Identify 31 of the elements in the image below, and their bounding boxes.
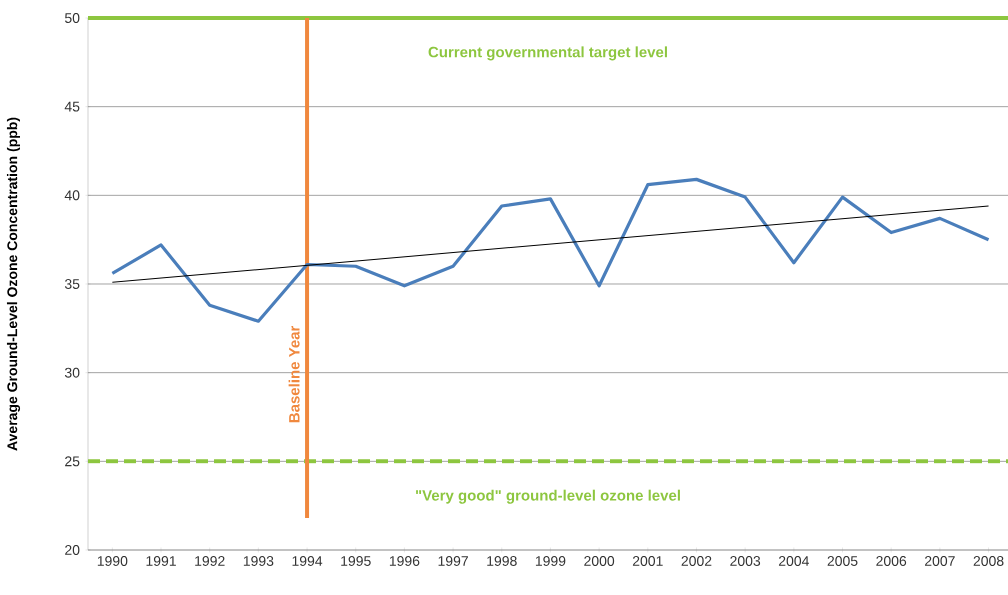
x-tick-label: 1998: [487, 556, 517, 566]
x-tick-label: 1995: [341, 556, 371, 566]
x-tick-label: 1990: [97, 556, 128, 566]
x-tick-label: 1997: [438, 556, 468, 566]
y-tick-label: 45: [64, 101, 80, 112]
y-axis-title: Average Ground-Level Ozone Concentration (ppb): [6, 117, 21, 451]
x-tick-label: 2006: [876, 556, 907, 566]
ref-line-label: Current governmental target level: [428, 46, 667, 61]
x-tick-label: 2004: [778, 556, 809, 566]
x-tick-label: 1996: [389, 556, 420, 566]
x-tick-label: 2001: [632, 556, 663, 566]
ref-line-label: Baseline Year: [288, 325, 300, 423]
y-tick-label: 25: [65, 456, 80, 467]
y-tick-label: 30: [64, 367, 80, 378]
x-tick-label: 2008: [973, 556, 1004, 566]
ref-line-label: "Very good" ground-level ozone level: [416, 489, 680, 504]
y-tick-label: 50: [64, 13, 80, 23]
x-tick-label: 2003: [730, 556, 761, 566]
x-tick-label: 2000: [584, 556, 615, 566]
line-series: [110, 177, 991, 323]
x-tick-label: 1999: [535, 556, 566, 566]
y-tick-label: 40: [64, 190, 80, 201]
x-tick-label: 1994: [292, 556, 323, 566]
x-tick-label: 2005: [827, 556, 858, 566]
y-tick-label: 20: [65, 545, 80, 555]
x-tick-label: 1991: [146, 556, 176, 566]
x-tick-label: 2007: [925, 556, 955, 566]
x-tick-label: 1993: [243, 556, 274, 566]
y-tick-label: 35: [64, 279, 80, 289]
x-tick-label: 1992: [195, 556, 225, 566]
x-tick-label: 2002: [681, 556, 712, 566]
